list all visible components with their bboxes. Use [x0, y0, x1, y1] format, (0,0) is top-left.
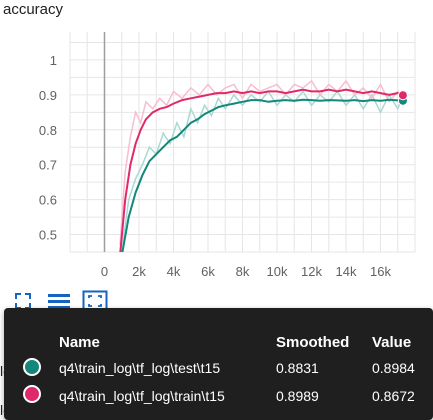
series-raw-line: [121, 90, 404, 252]
x-tick-label: 12k: [301, 264, 322, 279]
y-tick-labels: 0.5 0.6 0.7 0.8 0.9 1: [39, 53, 57, 243]
y-tick-label: 0.9: [39, 88, 57, 103]
chart-lines: [119, 79, 408, 252]
x-tick-labels: 0 2k 4k 6k 8k 10k 12k 14k 16k: [101, 264, 392, 279]
tooltip-header-name: Name: [59, 334, 100, 351]
chart-tooltip: Name Smoothed Value q4\train_log\tf_log\…: [4, 308, 433, 420]
x-tick-label: 4k: [167, 264, 181, 279]
x-tick-label: 10k: [267, 264, 288, 279]
tooltip-header-value: Value: [372, 334, 412, 351]
series-end-point: [397, 90, 408, 101]
y-tick-label: 0.6: [39, 193, 57, 208]
tooltip-row-smoothed: 0.8989: [276, 388, 319, 404]
y-tick-label: 0.5: [39, 228, 57, 243]
accuracy-chart[interactable]: 0 2k 4k 6k 8k 10k 12k 14k 16k 0.5 0.6 0.7 0.8 0.9 1: [0, 0, 433, 300]
tooltip-header-smoothed: Smoothed: [276, 334, 350, 351]
x-tick-label: 8k: [236, 264, 250, 279]
fullscreen-icon: [15, 293, 31, 309]
y-tick-label: 0.7: [39, 158, 57, 173]
series-color-dot-train: [23, 385, 41, 403]
tooltip-row-smoothed: 0.8831: [276, 360, 319, 376]
y-tick-label: 1: [50, 53, 57, 68]
x-tick-label: 14k: [336, 264, 357, 279]
series-raw-line: [119, 79, 404, 246]
chart-title: accuracy: [3, 1, 64, 18]
x-tick-label: 16k: [370, 264, 391, 279]
fullscreen-button[interactable]: [10, 289, 36, 313]
tooltip-row-value: 0.8984: [372, 360, 415, 376]
chart-grid: [69, 32, 416, 253]
y-tick-label: 0.8: [39, 123, 57, 138]
series-smoothed-line: [121, 98, 403, 252]
tooltip-row-value: 0.8672: [372, 388, 415, 404]
tooltip-row-name: q4\train_log\tf_log\train\t15: [59, 388, 225, 404]
toggle-y-axis-button[interactable]: [46, 289, 72, 313]
series-smoothed-line: [119, 88, 404, 252]
x-tick-label: 2k: [132, 264, 146, 279]
lines-icon: [48, 294, 70, 309]
x-tick-label: 6k: [201, 264, 215, 279]
x-tick-label: 0: [101, 264, 108, 279]
series-color-dot-test: [23, 358, 41, 376]
tooltip-row-name: q4\train_log\tf_log\test\t15: [59, 360, 221, 376]
